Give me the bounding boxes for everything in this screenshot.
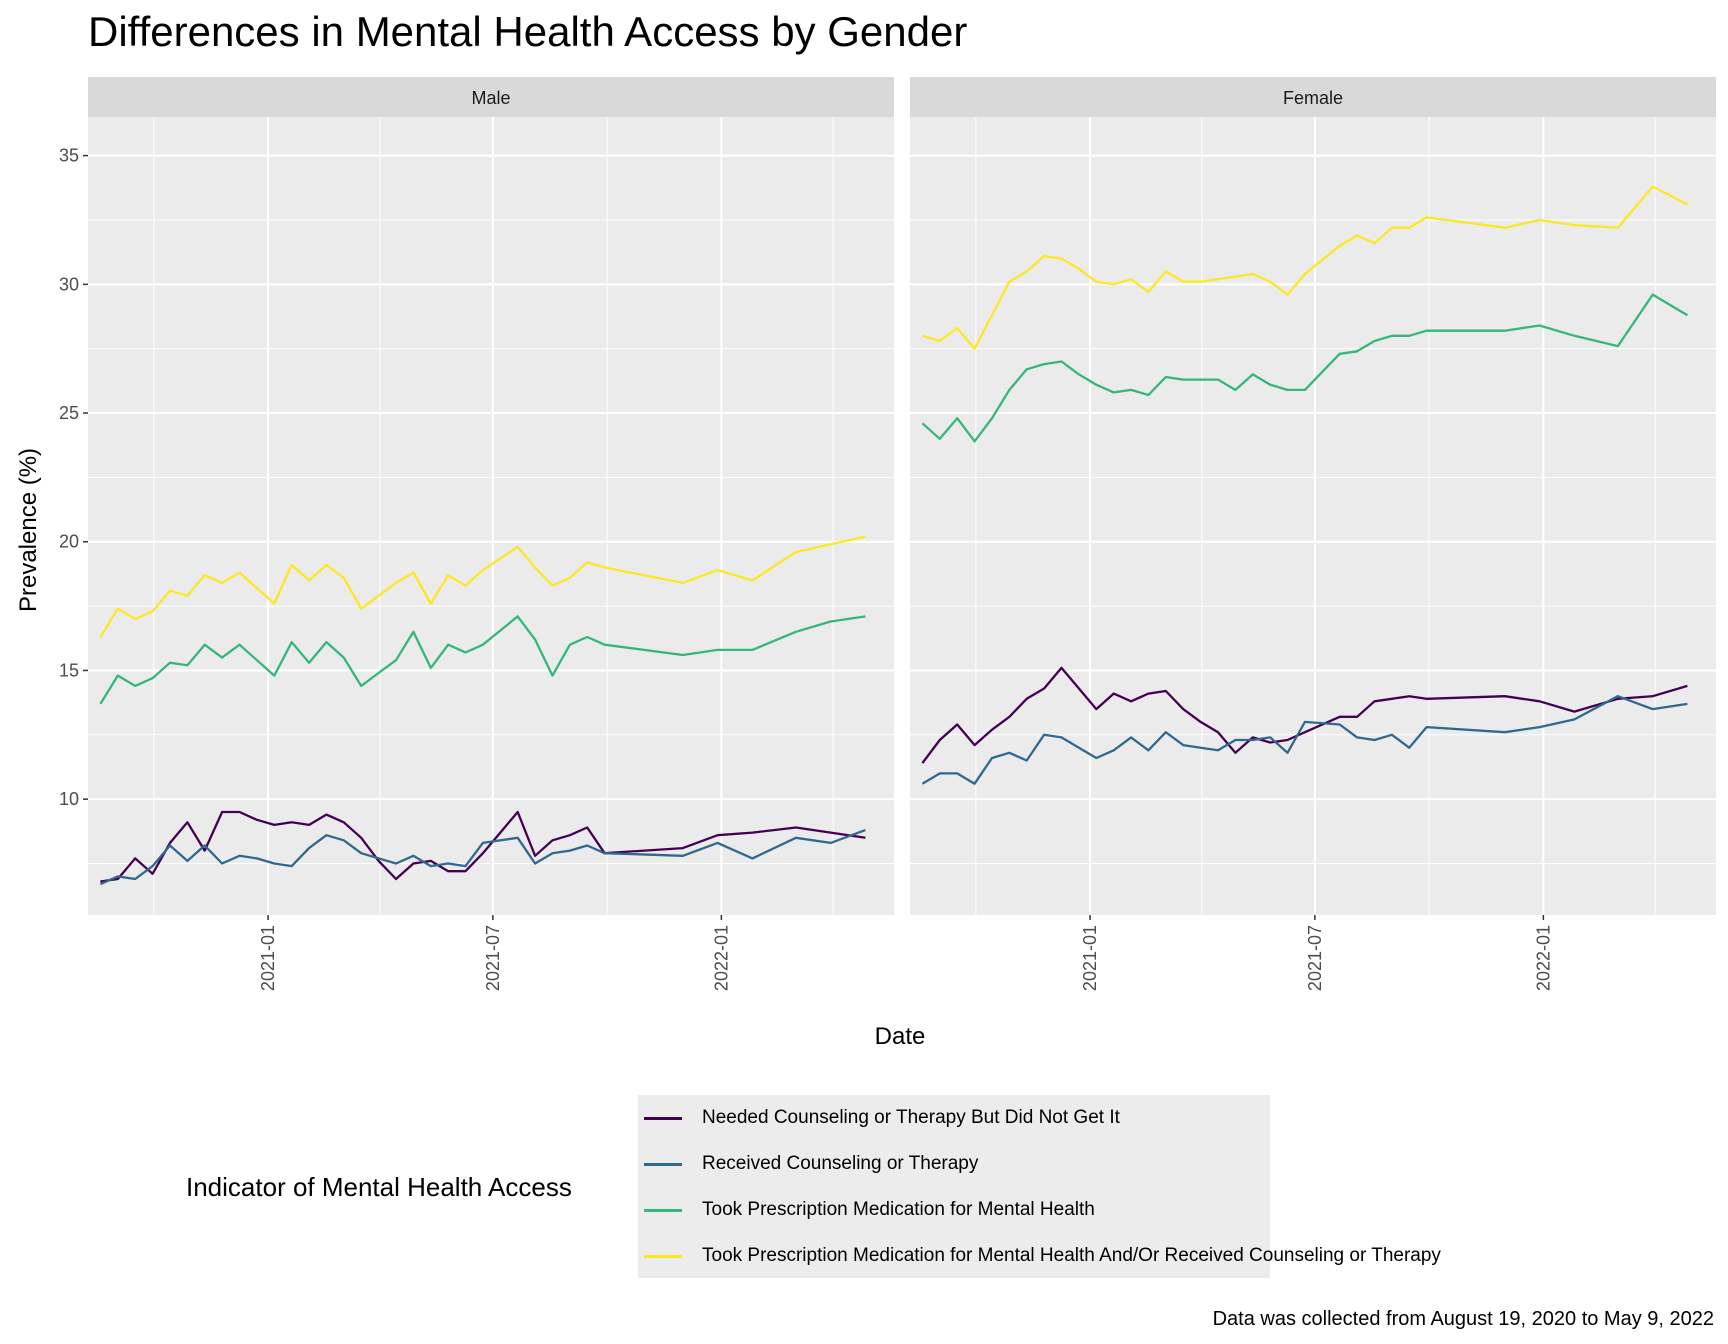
legend-label: Needed Counseling or Therapy But Did Not…: [702, 1107, 1120, 1128]
legend-item: Needed Counseling or Therapy But Did Not…: [638, 1095, 1120, 1141]
series-line: [922, 185, 1688, 350]
y-tick-label: 10: [59, 789, 79, 809]
y-axis-title: Prevalence (%): [15, 448, 42, 612]
facet-panel-female: Female 2021-01 2021-07 2022-01: [910, 77, 1716, 991]
legend-item: Took Prescription Medication for Mental …: [638, 1233, 1441, 1279]
legend-item: Received Counseling or Therapy: [638, 1141, 978, 1187]
legend-label: Received Counseling or Therapy: [702, 1153, 979, 1174]
x-tick-label: 2022-01: [711, 925, 731, 991]
panel-background: [88, 117, 894, 915]
x-tick-label: 2021-07: [1305, 925, 1325, 991]
x-tick-label: 2021-01: [1080, 925, 1100, 991]
legend-key: [644, 1116, 682, 1120]
legend-label: Took Prescription Medication for Mental …: [702, 1199, 1095, 1220]
facet-panel-male: Male 10 15 20 25 30 35 2021-01 2021-07 2022-01: [59, 77, 894, 991]
y-tick-label: 25: [59, 403, 79, 423]
chart-caption: Data was collected from August 19, 2020 …: [1212, 1308, 1714, 1330]
legend-label: Took Prescription Medication for Mental …: [702, 1245, 1441, 1266]
facet-strip: [910, 77, 1716, 117]
legend-key: [644, 1208, 682, 1212]
y-tick-label: 35: [59, 146, 79, 166]
series-line: [99, 615, 866, 705]
facet-strip-label: Female: [1283, 88, 1343, 108]
panel-background: [910, 117, 1716, 915]
x-tick-label: 2021-01: [258, 925, 278, 991]
y-tick-label: 20: [59, 532, 79, 552]
y-tick-label: 15: [59, 660, 79, 680]
series-line: [99, 535, 866, 638]
x-axis-title: Date: [875, 1023, 926, 1050]
legend-key: [644, 1162, 682, 1166]
series-line: [100, 810, 866, 883]
legend-key: [644, 1254, 682, 1258]
chart-title: Differences in Mental Health Access by G…: [88, 8, 968, 55]
legend-item: Took Prescription Medication for Mental …: [638, 1187, 1095, 1233]
x-tick-label: 2021-07: [483, 925, 503, 991]
series-line: [921, 695, 1688, 785]
legend: Needed Counseling or Therapy But Did Not…: [638, 1095, 1441, 1278]
series-line: [921, 666, 1688, 764]
series-line: [921, 293, 1688, 443]
series-line: [99, 829, 866, 886]
y-tick-label: 30: [59, 274, 79, 294]
facet-strip: [88, 77, 894, 117]
legend-title: Indicator of Mental Health Access: [186, 1172, 572, 1202]
x-tick-label: 2022-01: [1533, 925, 1553, 991]
facet-strip-label: Male: [471, 88, 510, 108]
